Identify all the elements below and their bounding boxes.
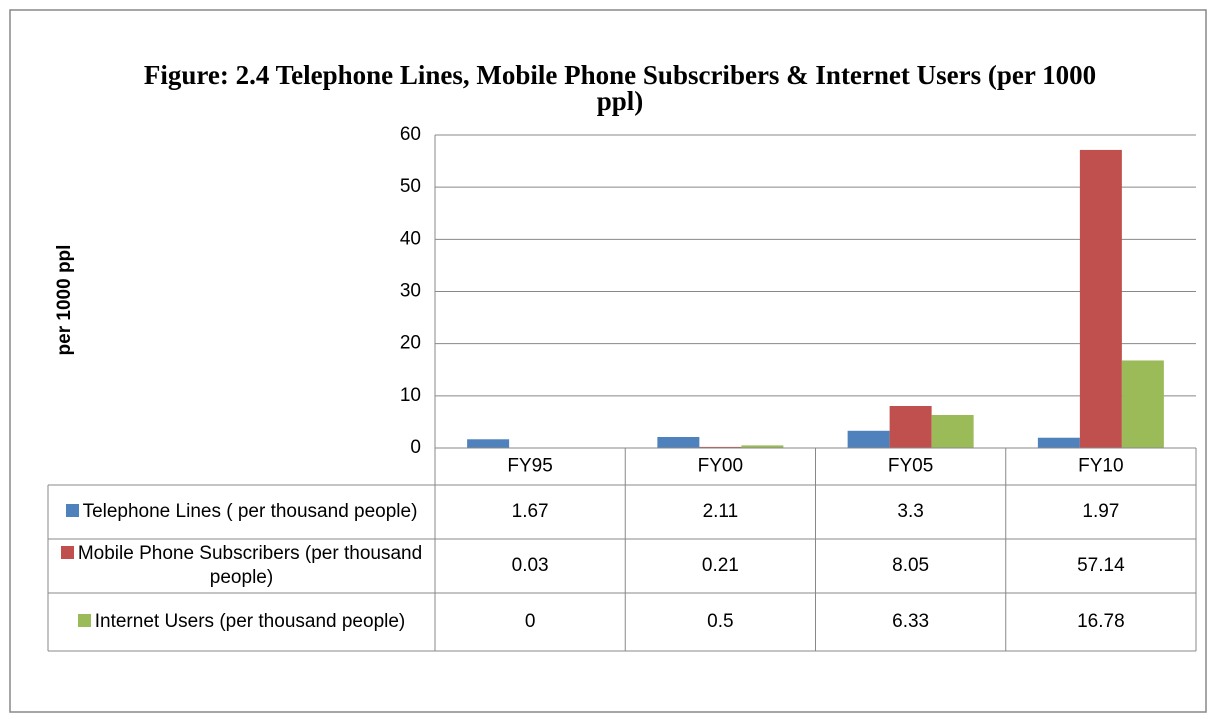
legend-item: Mobile Phone Subscribers (per thousand p… <box>56 539 427 593</box>
x-tick-label: FY10 <box>1078 456 1123 477</box>
x-tick-label: FY05 <box>888 456 933 477</box>
table-value: 1.97 <box>1082 501 1119 522</box>
bar <box>1079 149 1122 448</box>
title-box: Figure: 2.4 Telephone Lines, Mobile Phon… <box>143 62 1097 116</box>
bar <box>699 446 742 448</box>
table-value: 0 <box>525 611 536 632</box>
y-tick-label: 0 <box>410 437 421 458</box>
bar <box>657 436 700 448</box>
table-value: 1.67 <box>512 501 549 522</box>
table-value: 0.03 <box>512 555 549 576</box>
legend-item: Telephone Lines ( per thousand people) <box>56 485 427 539</box>
x-tick-label: FY00 <box>698 456 743 477</box>
y-tick-label: 20 <box>400 333 421 354</box>
legend-entry: Mobile Phone Subscribers (per thousand p… <box>56 539 427 593</box>
y-tick-label: 40 <box>400 228 421 249</box>
y-tick-label: 30 <box>400 281 421 302</box>
bar <box>847 430 890 448</box>
legend-item: Internet Users (per thousand people) <box>56 593 427 651</box>
y-axis-label: per 1000 ppl <box>54 245 75 356</box>
table-value: 6.33 <box>892 611 929 632</box>
bar <box>1037 437 1080 448</box>
table-value: 2.11 <box>703 501 739 522</box>
legend-swatch <box>60 546 74 559</box>
legend-entry: Telephone Lines ( per thousand people) <box>56 485 427 539</box>
legend-label: Telephone Lines ( per thousand people) <box>82 501 418 522</box>
table-value: 57.14 <box>1077 555 1125 576</box>
y-tick-label: 60 <box>400 124 421 145</box>
legend-swatch <box>77 614 91 627</box>
table-value: 16.78 <box>1077 611 1125 632</box>
table-value: 8.05 <box>892 555 929 576</box>
bar <box>1121 360 1164 448</box>
chart-title: Figure: 2.4 Telephone Lines, Mobile Phon… <box>143 62 1097 116</box>
y-tick-label: 50 <box>400 176 421 197</box>
y-tick-label: 10 <box>400 385 421 406</box>
bar <box>889 406 932 448</box>
x-tick-label: FY95 <box>507 456 552 477</box>
legend-swatch <box>65 504 79 517</box>
bar <box>467 439 510 448</box>
table-value: 3.3 <box>897 501 923 522</box>
chart-border <box>9 9 1207 713</box>
bar <box>931 414 974 448</box>
table-value: 0.5 <box>707 611 733 632</box>
legend-label: Mobile Phone Subscribers (per thousand p… <box>77 543 423 588</box>
legend-label: Internet Users (per thousand people) <box>94 611 406 632</box>
bar <box>741 445 784 448</box>
table-value: 0.21 <box>702 555 739 576</box>
legend-entry: Internet Users (per thousand people) <box>56 593 427 651</box>
